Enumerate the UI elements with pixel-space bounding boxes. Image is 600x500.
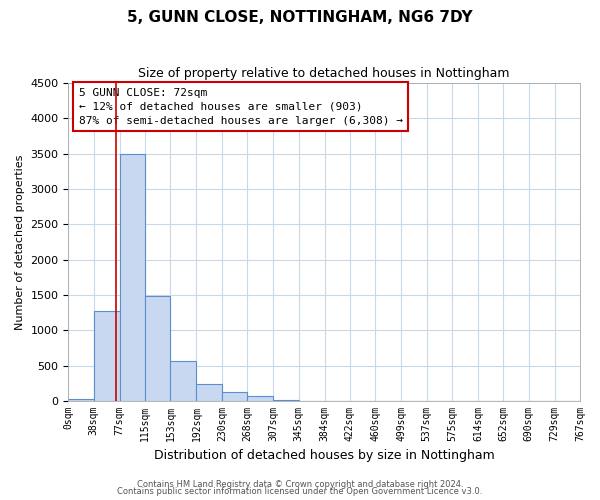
Text: 5, GUNN CLOSE, NOTTINGHAM, NG6 7DY: 5, GUNN CLOSE, NOTTINGHAM, NG6 7DY xyxy=(127,10,473,25)
Bar xyxy=(94,312,120,401)
Bar xyxy=(196,384,222,401)
Bar xyxy=(247,396,273,401)
Text: Contains HM Land Registry data © Crown copyright and database right 2024.: Contains HM Land Registry data © Crown c… xyxy=(137,480,463,489)
Y-axis label: Number of detached properties: Number of detached properties xyxy=(15,154,25,330)
Text: Contains public sector information licensed under the Open Government Licence v3: Contains public sector information licen… xyxy=(118,487,482,496)
Bar xyxy=(273,400,299,401)
Bar xyxy=(222,392,247,401)
Text: 5 GUNN CLOSE: 72sqm
← 12% of detached houses are smaller (903)
87% of semi-detac: 5 GUNN CLOSE: 72sqm ← 12% of detached ho… xyxy=(79,88,403,126)
Bar xyxy=(68,399,94,401)
Bar xyxy=(145,296,170,401)
Title: Size of property relative to detached houses in Nottingham: Size of property relative to detached ho… xyxy=(139,68,510,80)
Bar xyxy=(120,154,145,401)
Bar xyxy=(170,361,196,401)
X-axis label: Distribution of detached houses by size in Nottingham: Distribution of detached houses by size … xyxy=(154,450,494,462)
